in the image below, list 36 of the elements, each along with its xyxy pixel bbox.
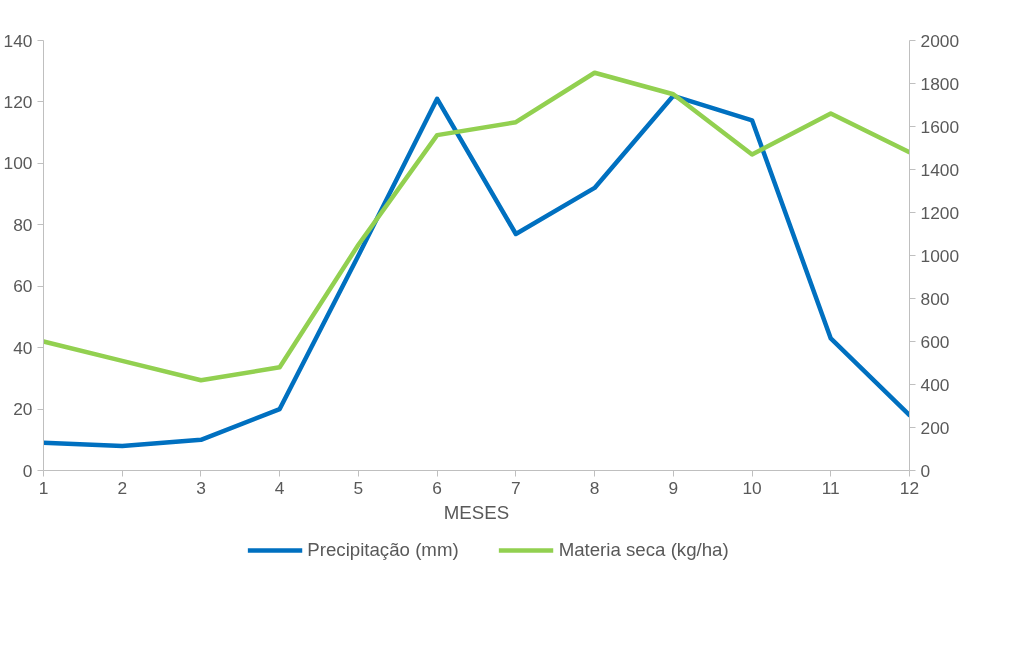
y2-tick-label: 200 bbox=[920, 417, 950, 438]
x-tick-label: 9 bbox=[668, 477, 679, 498]
y2-tick-label: 0 bbox=[920, 460, 931, 481]
y-tick-label: 100 bbox=[3, 153, 33, 174]
x-tick-label: 10 bbox=[742, 477, 762, 498]
y2-tick-label: 1800 bbox=[920, 73, 960, 94]
legend-label: Materia seca (kg/ha) bbox=[558, 539, 729, 561]
y-tick-label: 120 bbox=[3, 91, 33, 112]
y-tick-label: 20 bbox=[13, 399, 33, 420]
y-tick-label: 140 bbox=[3, 30, 33, 51]
x-tick-label: 5 bbox=[353, 477, 364, 498]
y-tick-label: 80 bbox=[13, 214, 33, 235]
x-tick-label: 4 bbox=[274, 477, 285, 498]
y-tick-label: 60 bbox=[13, 276, 33, 297]
x-tick-label: 11 bbox=[821, 477, 840, 498]
y2-tick-label: 1400 bbox=[920, 159, 960, 180]
x-tick-label: 8 bbox=[589, 477, 600, 498]
y2-tick-label: 800 bbox=[920, 288, 950, 309]
x-tick-label: 3 bbox=[196, 477, 206, 498]
x-tick-label: 6 bbox=[432, 477, 442, 498]
y2-tick-label: 400 bbox=[920, 374, 950, 395]
x-tick-label: 1 bbox=[38, 477, 49, 498]
y2-tick-label: 1000 bbox=[920, 245, 960, 266]
y2-tick-label: 1200 bbox=[920, 202, 960, 223]
y-tick-label: 40 bbox=[13, 337, 33, 358]
line-series bbox=[43, 93, 910, 449]
y2-tick-label: 1600 bbox=[920, 116, 960, 137]
x-axis-title: MESES bbox=[443, 501, 510, 523]
y-tick-label: 0 bbox=[22, 460, 33, 481]
x-tick-label: 2 bbox=[117, 477, 128, 498]
y2-tick-label: 2000 bbox=[920, 30, 960, 51]
x-tick-label: 7 bbox=[511, 477, 521, 498]
x-tick-label: 12 bbox=[899, 477, 920, 498]
line-series bbox=[43, 70, 910, 383]
y2-tick-label: 600 bbox=[920, 331, 950, 352]
legend-label: Precipitação (mm) bbox=[307, 539, 459, 561]
